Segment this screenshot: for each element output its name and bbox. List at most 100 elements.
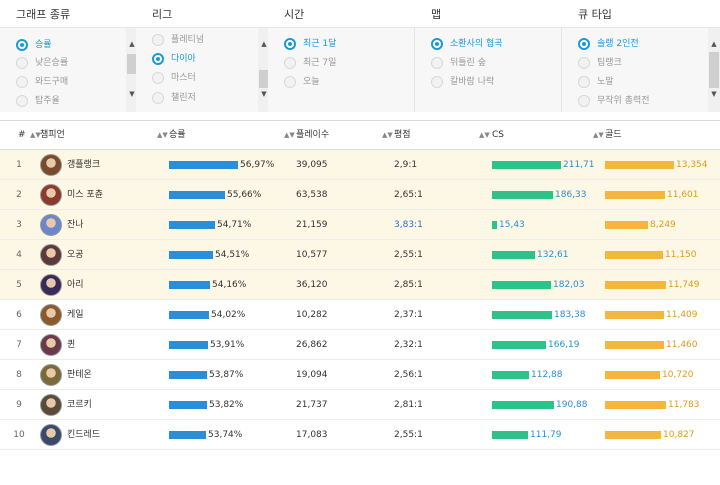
radio-button-icon[interactable]	[284, 76, 296, 88]
scrollbar[interactable]: ▲ ▼	[708, 28, 720, 112]
radio-button-icon[interactable]	[578, 95, 590, 107]
kda-value: 2,9:1	[394, 160, 418, 170]
champion-portrait[interactable]	[40, 244, 62, 266]
table-row[interactable]: 9 코르키 53,82% 21,737 2,81:1 190,88 11,783	[0, 390, 720, 420]
cs-bar	[492, 161, 561, 169]
scroll-up-arrow-icon[interactable]: ▲	[261, 40, 267, 48]
champion-name[interactable]: 판테온	[67, 370, 92, 380]
champion-stats-table: # ▲▼ 챔피언 ▲▼ 승률 ▲▼ 플레이수 ▲▼ 평점 ▲▼ CS ▲▼ 골드…	[0, 120, 720, 485]
table-row[interactable]: 10 킨드레드 53,74% 17,083 2,55:1 111,79 10,827	[0, 420, 720, 450]
radio-button-icon[interactable]	[431, 76, 443, 88]
radio-button-icon[interactable]	[578, 57, 590, 69]
row-rank: 2	[16, 190, 22, 200]
champion-portrait[interactable]	[40, 184, 62, 206]
column-gold[interactable]: 골드	[605, 130, 622, 140]
scrollbar-thumb[interactable]	[259, 70, 269, 88]
scrollbar-thumb[interactable]	[127, 54, 137, 74]
champion-portrait[interactable]	[40, 424, 62, 446]
kda-value: 2,37:1	[394, 310, 423, 320]
scroll-down-arrow-icon[interactable]: ▼	[261, 90, 267, 98]
sort-arrows-icon[interactable]: ▲▼	[157, 131, 168, 139]
scroll-up-arrow-icon[interactable]: ▲	[711, 40, 717, 48]
sort-arrows-icon[interactable]: ▲▼	[593, 131, 604, 139]
champion-name[interactable]: 케일	[67, 310, 84, 320]
column-rank[interactable]: #	[18, 130, 26, 140]
winrate-bar	[169, 311, 209, 319]
filter-map: 맵 소환사의 협곡 뒤틀린 숲 칼바람 나락	[415, 0, 562, 112]
row-rank: 9	[16, 400, 22, 410]
cs-value: 132,61	[537, 250, 569, 260]
filter-queue-type: 큐 타입 솔랭 2인전 팀랭크 노말 무작위 총력전 ▲ ▼	[562, 0, 720, 112]
champion-portrait[interactable]	[40, 274, 62, 296]
radio-button-icon[interactable]	[284, 38, 296, 50]
sort-arrows-icon[interactable]: ▲▼	[382, 131, 393, 139]
champion-name[interactable]: 아리	[67, 280, 84, 290]
scrollbar-thumb[interactable]	[709, 52, 719, 88]
sort-arrows-icon[interactable]: ▲▼	[479, 131, 490, 139]
sort-arrows-icon[interactable]: ▲▼	[284, 131, 295, 139]
radio-button-icon[interactable]	[578, 76, 590, 88]
table-row[interactable]: 4 오공 54,51% 10,577 2,55:1 132,61 11,150	[0, 240, 720, 270]
sort-arrows-icon[interactable]: ▲▼	[30, 131, 41, 139]
champion-name[interactable]: 코르키	[67, 400, 92, 410]
champion-name[interactable]: 오공	[67, 250, 84, 260]
table-row[interactable]: 1 갱플랭크 56,97% 39,095 2,9:1 211,71 13,354	[0, 150, 720, 180]
radio-button-icon[interactable]	[152, 53, 164, 65]
champion-name[interactable]: 갱플랭크	[67, 160, 101, 170]
table-row[interactable]: 2 미스 포츈 55,66% 63,538 2,65:1 186,33 11,601	[0, 180, 720, 210]
champion-portrait[interactable]	[40, 154, 62, 176]
radio-button-icon[interactable]	[431, 57, 443, 69]
champion-portrait[interactable]	[40, 304, 62, 326]
gold-bar	[605, 311, 664, 319]
scroll-down-arrow-icon[interactable]: ▼	[129, 90, 135, 98]
winrate-bar	[169, 161, 238, 169]
column-kda[interactable]: 평점	[394, 130, 411, 140]
champion-portrait[interactable]	[40, 214, 62, 236]
champion-portrait[interactable]	[40, 364, 62, 386]
radio-button-icon[interactable]	[16, 57, 28, 69]
table-row[interactable]: 8 판테온 53,87% 19,094 2,56:1 112,88 10,720	[0, 360, 720, 390]
radio-button-icon[interactable]	[16, 39, 28, 51]
column-champion[interactable]: 챔피언	[40, 130, 65, 140]
gold-value: 10,720	[662, 370, 694, 380]
gold-bar	[605, 191, 665, 199]
champion-name[interactable]: 잔나	[67, 220, 84, 230]
cs-value: 190,88	[556, 400, 588, 410]
scroll-down-arrow-icon[interactable]: ▼	[711, 90, 717, 98]
column-cs[interactable]: CS	[492, 130, 504, 140]
table-row[interactable]: 7 퀸 53,91% 26,862 2,32:1 166,19 11,460	[0, 330, 720, 360]
champion-name[interactable]: 퀸	[67, 340, 76, 350]
radio-button-icon[interactable]	[16, 76, 28, 88]
radio-button-icon[interactable]	[152, 34, 164, 46]
winrate-bar	[169, 281, 210, 289]
champion-name[interactable]: 미스 포츈	[67, 190, 103, 200]
radio-button-icon[interactable]	[431, 38, 443, 50]
scroll-up-arrow-icon[interactable]: ▲	[129, 40, 135, 48]
champion-portrait[interactable]	[40, 394, 62, 416]
radio-button-icon[interactable]	[284, 57, 296, 69]
table-row[interactable]: 3 잔나 54,71% 21,159 3,83:1 15,43 8,249	[0, 210, 720, 240]
radio-button-icon[interactable]	[16, 95, 28, 107]
row-rank: 1	[16, 160, 22, 170]
winrate-bar	[169, 401, 207, 409]
winrate-value: 54,02%	[211, 310, 246, 320]
gold-bar	[605, 221, 648, 229]
champion-portrait[interactable]	[40, 334, 62, 356]
radio-button-icon[interactable]	[152, 92, 164, 104]
scrollbar[interactable]: ▲ ▼	[126, 28, 138, 112]
table-row[interactable]: 5 아리 54,16% 36,120 2,85:1 182,03 11,749	[0, 270, 720, 300]
winrate-value: 56,97%	[240, 160, 275, 170]
column-winrate[interactable]: 승률	[169, 130, 186, 140]
champion-name[interactable]: 킨드레드	[67, 430, 101, 440]
column-plays[interactable]: 플레이수	[296, 130, 330, 140]
scrollbar[interactable]: ▲ ▼	[258, 28, 270, 112]
table-row[interactable]: 6 케일 54,02% 10,282 2,37:1 183,38 11,409	[0, 300, 720, 330]
gold-value: 10,827	[663, 430, 695, 440]
radio-button-icon[interactable]	[152, 72, 164, 84]
kda-value: 2,55:1	[394, 250, 423, 260]
plays-value: 36,120	[296, 280, 328, 290]
radio-button-icon[interactable]	[578, 38, 590, 50]
filter-options-time: 최근 1달 최근 7일 오늘	[268, 28, 415, 112]
kda-value: 2,55:1	[394, 430, 423, 440]
winrate-value: 54,16%	[212, 280, 247, 290]
